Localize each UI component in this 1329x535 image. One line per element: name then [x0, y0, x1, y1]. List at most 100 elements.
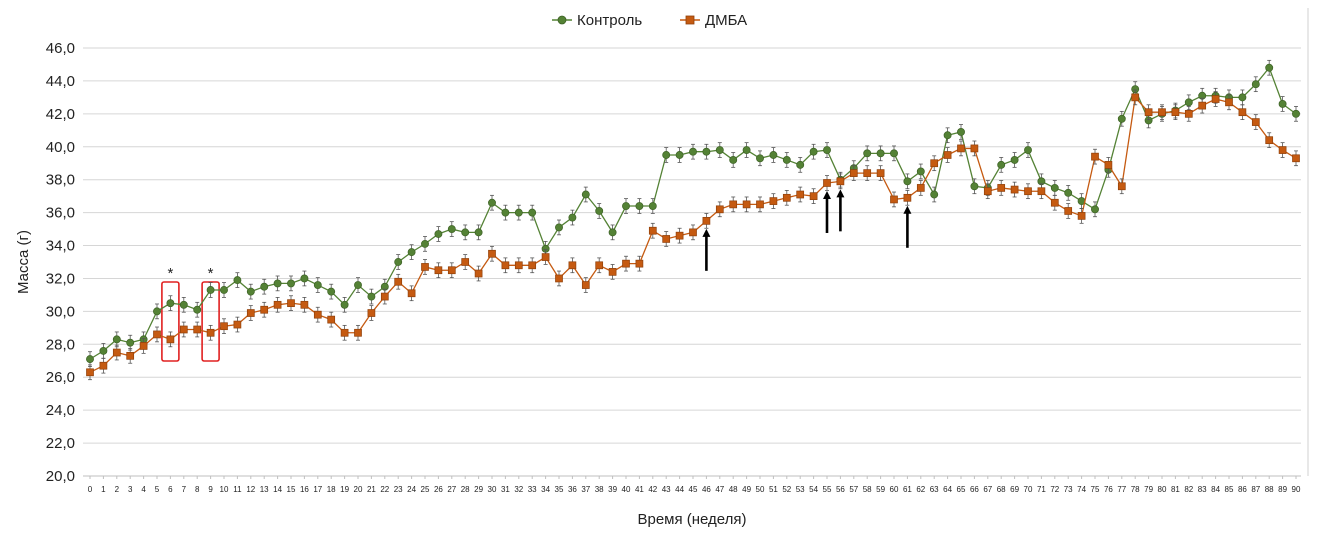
data-point-dmba: [1064, 207, 1073, 215]
data-point-dmba: [568, 261, 577, 270]
y-tick-label: 38,0: [46, 172, 75, 189]
x-tick-label: 68: [997, 485, 1006, 494]
data-point-control: [514, 208, 523, 217]
x-tick-label: 83: [1198, 485, 1207, 494]
data-point-control: [126, 338, 135, 347]
x-tick-label: 64: [943, 485, 952, 494]
arrow-markers: [702, 189, 912, 271]
data-point-control: [622, 202, 630, 210]
data-point-control: [608, 228, 617, 237]
data-point-control: [943, 131, 952, 140]
data-point-control: [823, 146, 831, 155]
data-point-dmba: [354, 328, 362, 337]
data-point-dmba: [139, 342, 148, 350]
data-point-dmba: [1117, 182, 1126, 191]
data-point-dmba: [1265, 136, 1274, 145]
series-control: [86, 59, 1300, 367]
x-tick-label: 54: [809, 485, 818, 494]
x-tick-label: 32: [514, 485, 523, 494]
data-point-dmba: [702, 216, 711, 225]
data-point-control: [756, 154, 764, 163]
x-tick-label: 4: [141, 485, 146, 494]
data-point-dmba: [1238, 108, 1247, 117]
data-point-dmba: [394, 277, 403, 286]
legend-item-dmba: ДМБА: [680, 12, 747, 29]
legend-label-dmba: ДМБА: [705, 12, 747, 29]
x-tick-label: 55: [823, 485, 832, 494]
data-point-control: [702, 147, 711, 156]
data-point-control: [153, 307, 161, 316]
x-tick-label: 29: [474, 485, 483, 494]
y-tick-label: 36,0: [46, 205, 75, 222]
y-tick-label: 40,0: [46, 139, 75, 156]
x-tick-label: 44: [675, 485, 684, 494]
data-point-control: [1050, 183, 1059, 192]
data-point-dmba: [220, 322, 228, 331]
significance-asterisk: *: [208, 265, 214, 282]
data-point-control: [166, 299, 175, 308]
data-point-dmba: [153, 330, 161, 339]
data-point-dmba: [916, 184, 925, 192]
data-point-control: [434, 230, 443, 238]
x-tick-label: 57: [849, 485, 858, 494]
data-point-dmba: [1077, 212, 1086, 220]
data-point-control: [1091, 205, 1099, 214]
series-line-control: [89, 66, 1297, 360]
data-point-dmba: [635, 259, 644, 268]
legend-marker-dmba: [685, 15, 695, 25]
x-tick-label: 81: [1171, 485, 1180, 494]
x-tick-label: 58: [863, 485, 872, 494]
x-tick-label: 11: [233, 485, 242, 494]
data-point-dmba: [689, 228, 697, 237]
x-tick-label: 18: [327, 485, 336, 494]
data-point-control: [327, 287, 336, 296]
data-point-dmba: [1292, 154, 1300, 163]
data-point-dmba: [287, 299, 295, 308]
data-point-control: [796, 160, 805, 169]
data-point-dmba: [1010, 185, 1019, 194]
data-point-control: [86, 355, 94, 364]
data-point-control: [890, 149, 898, 158]
significance-box: [161, 281, 180, 362]
y-tick-label: 46,0: [46, 40, 75, 57]
x-tick-label: 6: [168, 485, 173, 494]
data-point-control: [1024, 146, 1032, 155]
data-point-dmba: [1171, 108, 1180, 117]
data-point-dmba: [541, 253, 550, 261]
x-tick-label: 67: [983, 485, 992, 494]
arrow-marker: [903, 205, 912, 248]
data-point-dmba: [367, 309, 376, 317]
x-tick-labels: 0 1 2 3 4 5 6 7 8 9 10 11 12 13 14 15 16 17 18 19 20 21 22 23 24…: [88, 476, 1301, 494]
x-tick-label: 80: [1158, 485, 1167, 494]
data-point-dmba: [501, 261, 510, 270]
data-point-dmba: [983, 187, 992, 196]
data-point-control: [903, 177, 912, 186]
data-point-dmba: [1131, 93, 1140, 102]
data-point-dmba: [340, 328, 349, 337]
data-point-dmba: [327, 315, 336, 324]
data-point-dmba: [86, 368, 94, 377]
x-tick-label: 13: [260, 485, 269, 494]
x-tick-label: 66: [970, 485, 979, 494]
y-tick-label: 42,0: [46, 106, 75, 123]
data-point-dmba: [796, 190, 805, 199]
data-point-control: [957, 128, 965, 136]
x-tick-label: 2: [115, 485, 120, 494]
data-point-dmba: [756, 200, 764, 209]
data-point-control: [997, 160, 1006, 169]
x-tick-label: 8: [195, 485, 200, 494]
x-tick-label: 3: [128, 485, 133, 494]
data-point-control: [930, 190, 939, 199]
data-point-dmba: [836, 177, 845, 186]
data-point-control: [1292, 109, 1300, 118]
x-tick-label: 51: [769, 485, 778, 494]
data-point-control: [421, 239, 429, 248]
x-tick-label: 86: [1238, 485, 1247, 494]
data-point-control: [193, 305, 202, 314]
data-point-control: [769, 151, 778, 159]
data-point-control: [568, 213, 577, 222]
data-point-dmba: [1198, 101, 1207, 110]
x-tick-label: 61: [903, 485, 912, 494]
data-point-dmba: [380, 292, 389, 301]
x-tick-label: 46: [702, 485, 711, 494]
